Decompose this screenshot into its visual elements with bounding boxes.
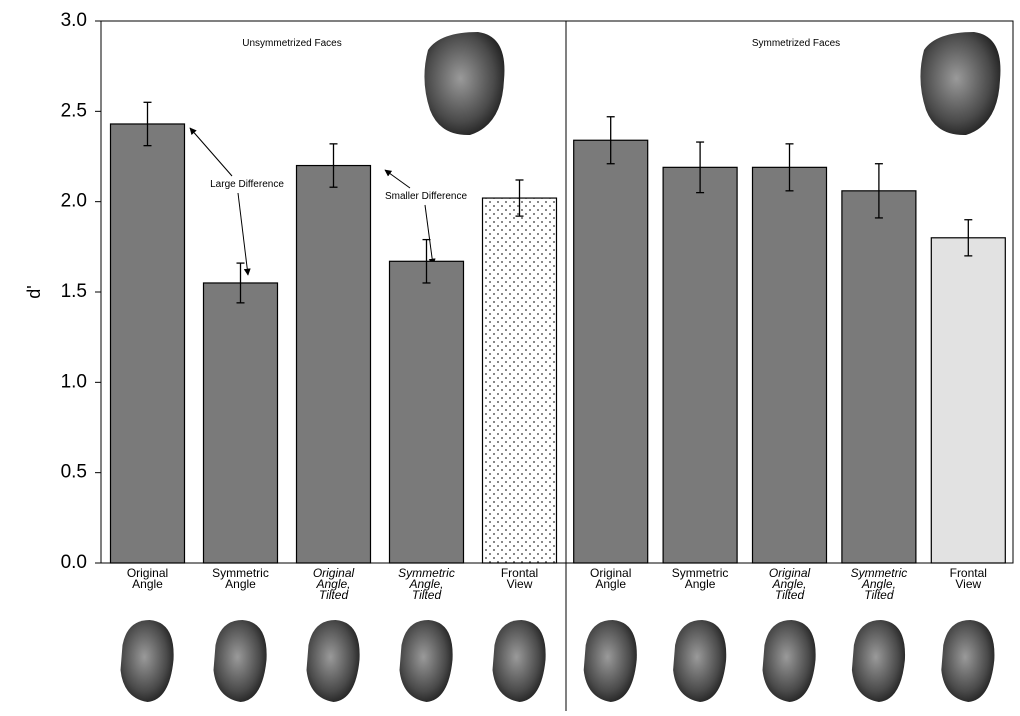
x-tick-label-line: Angle: [225, 577, 256, 591]
x-tick-label: Original Angle, Tilted: [769, 566, 811, 602]
x-tick-label-line: Angle,: [861, 577, 896, 591]
face-icon: [492, 620, 546, 702]
x-tick-label-line: Angle: [685, 577, 716, 591]
bar: [295, 164, 372, 564]
y-tick-label: 0.0: [61, 552, 87, 573]
x-tick-label-line: Symmetric: [212, 566, 269, 580]
face-icon: [399, 620, 453, 702]
error-bar: [515, 179, 524, 217]
x-tick-label-line: Symmetric: [398, 566, 455, 580]
x-tick-label: Symmetric Angle, Tilted: [398, 566, 455, 602]
x-tick-label-line: Angle: [595, 577, 626, 591]
y-tick-label: 1.5: [61, 281, 87, 302]
face-icons: [424, 32, 1001, 136]
panel-title: Unsymmetrized Faces: [242, 38, 341, 49]
bar: [930, 237, 1006, 564]
x-tick-label: Frontal View: [950, 566, 987, 591]
y-tick-label: 1.0: [61, 371, 87, 392]
x-tick-label-line: Angle: [132, 577, 163, 591]
x-tick-label-line: Angle,: [771, 577, 806, 591]
error-bar: [964, 219, 973, 257]
bar: [751, 166, 828, 564]
x-tick-label: Symmetric Angle: [672, 566, 729, 591]
annotation: Smaller Difference: [385, 191, 468, 202]
y-tick-label: 3.0: [61, 10, 87, 31]
face-icon: [673, 620, 727, 702]
bar: [109, 123, 186, 564]
y-tick-label: 0.5: [61, 462, 87, 483]
x-tick-label-line: Frontal: [950, 566, 987, 580]
x-tick-label-line: Tilted: [412, 588, 442, 602]
x-tick-label-line: Original: [590, 566, 631, 580]
x-tick-label: Original Angle: [127, 566, 168, 591]
panel-title: Symmetrized Faces: [752, 38, 840, 49]
bar: [202, 282, 279, 564]
bar: [841, 190, 917, 564]
bar: [573, 139, 649, 564]
face-icon: [213, 620, 267, 702]
x-tick-label: Frontal View: [501, 566, 538, 591]
x-tick-label: Original Angle: [590, 566, 631, 591]
annotation-arrows: [189, 127, 436, 276]
bar: [662, 166, 738, 564]
x-tick-label-line: Tilted: [864, 588, 894, 602]
x-tick-label-line: Symmetric: [672, 566, 729, 580]
bar: [481, 197, 558, 564]
face-icon: [762, 620, 816, 702]
x-tick-label-line: Frontal: [501, 566, 538, 580]
x-tick-label-line: Tilted: [775, 588, 805, 602]
x-tick-label-line: Tilted: [319, 588, 349, 602]
error-bar: [874, 163, 883, 219]
face-icon: [306, 620, 360, 702]
x-tick-label-line: Original: [313, 566, 355, 580]
x-tick-label-line: Angle,: [315, 577, 350, 591]
y-tick-label: 2.0: [61, 191, 87, 212]
error-bar: [329, 143, 338, 188]
face-icon: [120, 620, 174, 702]
error-bar: [606, 116, 615, 165]
x-tick-label-line: Symmetric: [851, 566, 908, 580]
x-tick-label: Original Angle, Tilted: [313, 566, 355, 602]
error-bar: [785, 143, 794, 192]
x-tick-label-line: View: [955, 577, 981, 591]
error-bar: [422, 238, 431, 284]
x-tick-label-line: View: [507, 577, 533, 591]
x-tick-label-line: Original: [127, 566, 168, 580]
error-bar: [696, 141, 705, 194]
x-tick-label-line: Angle,: [408, 577, 443, 591]
face-icon: [941, 620, 995, 702]
y-axis-label: d': [24, 285, 44, 298]
y-tick-label: 2.5: [61, 100, 87, 121]
error-bar: [236, 262, 245, 304]
face-icon: [583, 620, 637, 702]
face-icon: [851, 620, 906, 702]
x-tick-label-line: Original: [769, 566, 811, 580]
error-bar: [143, 101, 152, 147]
bar: [388, 260, 465, 564]
annotation: Large Difference: [210, 179, 284, 190]
x-tick-label: Symmetric Angle, Tilted: [851, 566, 908, 602]
x-tick-label: Symmetric Angle: [212, 566, 269, 591]
